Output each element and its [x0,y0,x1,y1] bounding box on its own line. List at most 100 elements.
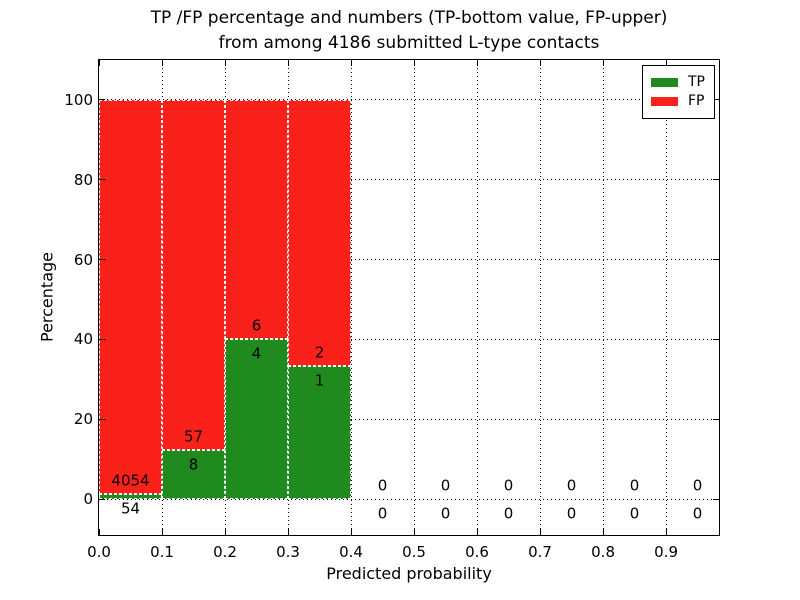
fp-count-label: 0 [440,476,451,495]
x-tick-label: 0.5 [402,543,426,561]
x-tick-mark [539,529,541,535]
x-tick-mark [413,60,415,66]
x-tick-label: 0.4 [339,543,363,561]
x-tick-label: 0.3 [276,543,300,561]
y-tick-label: 80 [73,170,93,189]
y-tick-mark [99,498,105,500]
x-tick-mark [665,529,667,535]
x-tick-mark [224,60,226,66]
x-tick-label: 0.6 [465,543,489,561]
y-tick-label: 20 [73,410,93,429]
tp-count-label: 8 [188,455,199,474]
x-tick-mark [476,529,478,535]
x-tick-label: 0.7 [528,543,552,561]
y-tick-mark [713,259,719,261]
tp-count-label: 1 [314,371,325,390]
fp-count-label: 6 [251,316,262,335]
tp-count-label: 0 [629,504,640,523]
x-tick-mark [350,529,352,535]
legend-entry-tp: TP [651,74,705,90]
x-tick-mark [161,60,163,66]
x-tick-mark [350,60,352,66]
y-tick-mark [713,99,719,101]
fp-count-label: 4054 [111,471,150,490]
tp-count-label: 0 [566,504,577,523]
x-tick-mark [539,60,541,66]
y-tick-label: 60 [73,250,93,269]
y-tick-mark [713,179,719,181]
x-tick-mark [98,529,100,535]
x-tick-mark [224,529,226,535]
y-tick-mark [713,498,719,500]
tp-count-label: 4 [251,344,262,363]
fp-count-label: 2 [314,343,325,362]
vertical-gridline [476,60,478,535]
vertical-gridline [539,60,541,535]
bar-segment-tp [288,366,352,500]
bar-segment-fp [225,99,289,340]
bar-segment-fp [162,99,225,450]
legend-label-fp: FP [688,93,705,109]
y-tick-label: 100 [64,90,93,109]
y-tick-label: 0 [83,490,93,509]
x-tick-mark [665,60,667,66]
y-tick-mark [713,338,719,340]
fp-count-label: 0 [377,476,388,495]
vertical-gridline [665,60,667,535]
x-tick-label: 0.8 [591,543,615,561]
horizontal-gridline [99,99,719,101]
fp-count-label: 57 [183,427,204,446]
fp-count-label: 0 [629,476,640,495]
plot-area: 4054 54 57 8 6 4 2 1 0 0 0 0 0 0 0 0 0 0 0 0 TP FP [98,59,720,536]
tp-count-label: 0 [377,504,388,523]
tp-count-label: 0 [440,504,451,523]
bar-segment-tp [225,339,289,500]
fp-count-label: 0 [692,476,703,495]
y-tick-mark [99,418,105,420]
tp-color-swatch [651,77,678,87]
bar-segment-tp [162,449,225,500]
x-tick-label: 0.0 [87,543,111,561]
tp-count-label: 0 [692,504,703,523]
tp-count-label: 0 [503,504,514,523]
vertical-gridline [413,60,415,535]
fp-color-swatch [651,96,678,106]
x-tick-mark [413,529,415,535]
chart-title-line1: TP /FP percentage and numbers (TP-bottom… [150,8,668,28]
bar-segment-fp [99,99,162,494]
legend-box: TP FP [642,65,715,119]
x-tick-label: 0.2 [213,543,237,561]
tp-count-label: 54 [120,499,141,518]
x-tick-mark [98,60,100,66]
x-tick-mark [476,60,478,66]
horizontal-gridline [99,498,719,500]
horizontal-gridline [99,259,719,261]
bar-segment-tp [99,493,162,500]
vertical-gridline [602,60,604,535]
y-tick-mark [99,99,105,101]
x-tick-label: 0.9 [654,543,678,561]
x-tick-mark [602,60,604,66]
bar-segment-fp [288,99,352,367]
chart-title-line2: from among 4186 submitted L-type contact… [218,33,600,53]
y-tick-mark [99,179,105,181]
fp-count-label: 0 [503,476,514,495]
horizontal-gridline [99,179,719,181]
x-tick-mark [287,529,289,535]
y-tick-mark [99,259,105,261]
x-tick-mark [161,529,163,535]
x-tick-mark [602,529,604,535]
x-tick-label: 0.1 [150,543,174,561]
legend-label-tp: TP [688,74,705,90]
vertical-gridline [350,60,352,535]
chart-title: TP /FP percentage and numbers (TP-bottom… [99,6,719,56]
fp-count-label: 0 [566,476,577,495]
y-tick-mark [713,418,719,420]
horizontal-gridline [99,418,719,420]
legend-entry-fp: FP [651,93,705,109]
x-axis-label: Predicted probability [326,564,492,583]
horizontal-gridline [99,338,719,340]
x-tick-mark [287,60,289,66]
y-tick-mark [99,338,105,340]
